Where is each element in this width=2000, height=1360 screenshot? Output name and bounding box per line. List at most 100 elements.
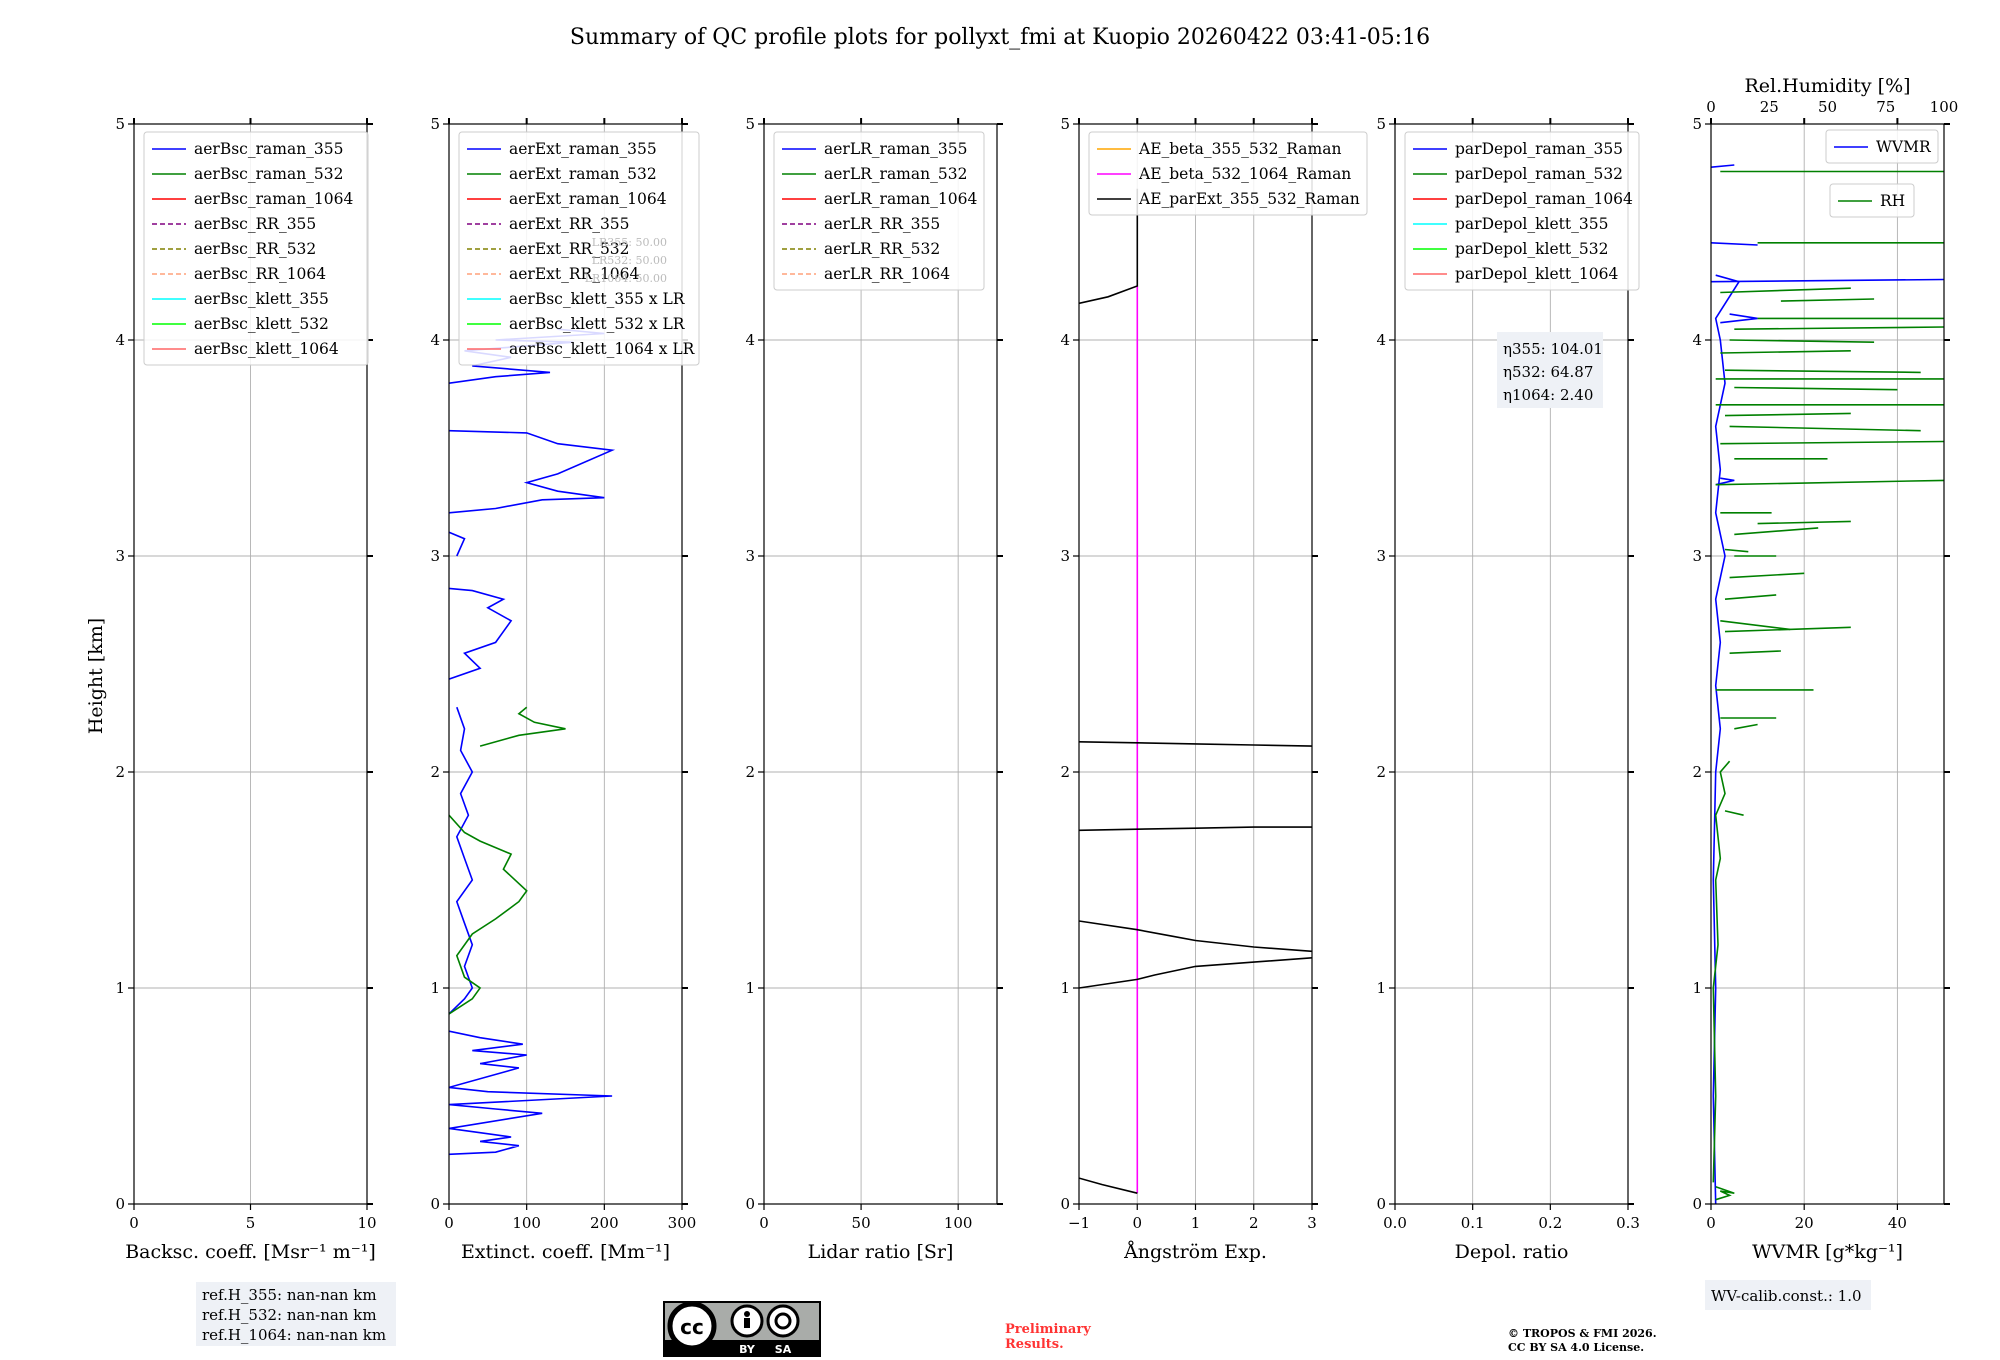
cc-badge-by: BY	[739, 1343, 756, 1356]
x-tick-label: 20	[1795, 1214, 1814, 1232]
eta-value: η355: 104.01	[1503, 340, 1603, 358]
y-tick-label: 3	[1692, 547, 1702, 565]
y-tick-label: 4	[430, 331, 440, 349]
x-tick-label: 0.0	[1383, 1214, 1407, 1232]
x-tick-label: 3	[1307, 1214, 1317, 1232]
series-line-RH	[1729, 425, 1921, 432]
y-axis-label: Height [km]	[85, 618, 107, 734]
x-tick-label: −1	[1068, 1214, 1090, 1232]
y-tick-label: 5	[745, 115, 755, 133]
series-line-RH	[1729, 572, 1805, 579]
y-tick-label: 0	[1692, 1195, 1702, 1213]
series-line-RH	[1724, 369, 1921, 374]
y-tick-label: 3	[430, 547, 440, 565]
y-tick-label: 5	[1692, 115, 1702, 133]
series-line-AE_parExt_355_532_Raman	[1079, 957, 1312, 989]
legend-ext: aerExt_raman_355 aerExt_raman_532 aerExt_r…	[458, 131, 700, 366]
x-axis-label: WVMR [g*kg⁻¹]	[1752, 1241, 1903, 1263]
y-tick-label: 2	[430, 763, 440, 781]
legend-label: parDepol_klett_1064	[1455, 265, 1618, 283]
legend-rh: RH	[1829, 183, 1915, 218]
series-line-aerExt_raman_355	[449, 587, 513, 680]
x-tick-label: 1	[1191, 1214, 1201, 1232]
x-tick-label: 0	[1132, 1214, 1142, 1232]
x-axis-label: Lidar ratio [Sr]	[808, 1241, 954, 1263]
series-line-WVMR	[1711, 164, 1735, 168]
top-x-tick-label: 25	[1760, 98, 1779, 116]
y-tick-label: 5	[430, 115, 440, 133]
legend-label: parDepol_raman_532	[1455, 165, 1623, 183]
series-line-RH	[1715, 479, 1944, 486]
copyright-note: © TROPOS & FMI 2026. CC BY SA 4.0 Licens…	[1508, 1327, 1657, 1354]
y-tick-label: 5	[1376, 115, 1386, 133]
legend-wvmr: WVMR	[1825, 129, 1939, 164]
x-tick-label: 0	[444, 1214, 454, 1232]
legend-label: AE_beta_355_532_Raman	[1138, 140, 1341, 158]
legend-label: aerExt_RR_355	[509, 215, 630, 233]
series-line-RH	[1780, 298, 1875, 302]
axes-frame	[448, 123, 683, 1205]
series-line-AE_parExt_355_532_Raman	[1079, 920, 1312, 953]
series-line-WVMR	[1711, 278, 1944, 283]
legend-label: aerExt_raman_355	[509, 140, 657, 158]
series-line-aerExt_raman_355	[449, 531, 466, 557]
x-tick-label: 5	[246, 1214, 256, 1232]
series-group-ae	[1079, 188, 1312, 1194]
y-tick-label: 0	[115, 1195, 125, 1213]
series-line-RH	[1734, 527, 1819, 536]
series-line-RH	[1720, 440, 1944, 445]
wv-calib-box: WV-calib.const.: 1.0	[1705, 1280, 1871, 1310]
x-axis-label: Ångström Exp.	[1123, 1241, 1267, 1263]
legend-label: parDepol_klett_532	[1455, 240, 1608, 258]
y-tick-label: 1	[1376, 979, 1386, 997]
legend-label: aerLR_raman_355	[824, 140, 967, 158]
series-line-RH	[1720, 620, 1791, 631]
legend-label: aerExt_raman_532	[509, 165, 657, 183]
series-line-aerExt_raman_532	[449, 814, 528, 1015]
series-line-RH	[1734, 386, 1898, 391]
legend-label: WVMR	[1876, 138, 1932, 156]
eta-box-bg	[1497, 332, 1603, 408]
y-tick-label: 5	[115, 115, 125, 133]
legend-label: aerBsc_raman_532	[194, 165, 344, 183]
x-tick-label: 10	[357, 1214, 376, 1232]
lidar-ratio-annotation: LR1064: 50.00	[585, 272, 667, 285]
x-tick-label: 0.2	[1538, 1214, 1562, 1232]
legend-depol-frame	[1404, 131, 1640, 291]
share-alike-icon	[766, 1304, 800, 1338]
legend-ext-frame	[458, 131, 700, 366]
series-line-RH	[1715, 1185, 1735, 1201]
legend-label: aerBsc_RR_1064	[194, 265, 326, 283]
series-line-RH	[1720, 350, 1851, 354]
series-line-AE_parExt_355_532_Raman	[1079, 741, 1312, 747]
series-line-WVMR	[1711, 242, 1758, 246]
ref-height-355: ref.H_355: nan-nan km	[202, 1286, 377, 1304]
x-tick-label: 0	[759, 1214, 769, 1232]
x-tick-label: 0.1	[1461, 1214, 1485, 1232]
y-tick-label: 4	[1376, 331, 1386, 349]
series-line-RH	[1757, 520, 1851, 525]
legend-label: parDepol_raman_1064	[1455, 190, 1633, 208]
wv-calib-const: WV-calib.const.: 1.0	[1711, 1287, 1862, 1305]
panel-ext: 0 1 2 3 4 5 0 100 200 300 Extinct. coeff. [Mm⁻¹] ae…	[430, 115, 700, 1263]
cc-logo-mark: cc	[680, 1315, 704, 1339]
legend-depol: parDepol_raman_355 parDepol_raman_532 parD…	[1404, 131, 1640, 291]
series-line-RH	[1729, 650, 1781, 654]
series-line-AE_parExt_355_532_Raman	[1079, 826, 1312, 832]
legend-wvmr-frame	[1825, 129, 1939, 164]
series-line-RH	[1734, 326, 1944, 330]
series-line-RH	[1734, 723, 1758, 730]
legend-label: AE_beta_532_1064_Raman	[1138, 165, 1351, 183]
series-line-aerExt_raman_532	[479, 706, 566, 747]
series-line-aerExt_raman_355	[449, 706, 474, 1015]
y-tick-label: 2	[115, 763, 125, 781]
series-line-RH	[1712, 760, 1731, 1183]
y-tick-label: 2	[1692, 763, 1702, 781]
legend-label: parDepol_klett_355	[1455, 215, 1608, 233]
legend-label: aerBsc_raman_1064	[194, 190, 354, 208]
legend-label: aerLR_RR_1064	[824, 265, 950, 283]
series-line-AE_parExt_355_532_Raman	[1079, 188, 1139, 305]
y-tick-label: 0	[1060, 1195, 1070, 1213]
